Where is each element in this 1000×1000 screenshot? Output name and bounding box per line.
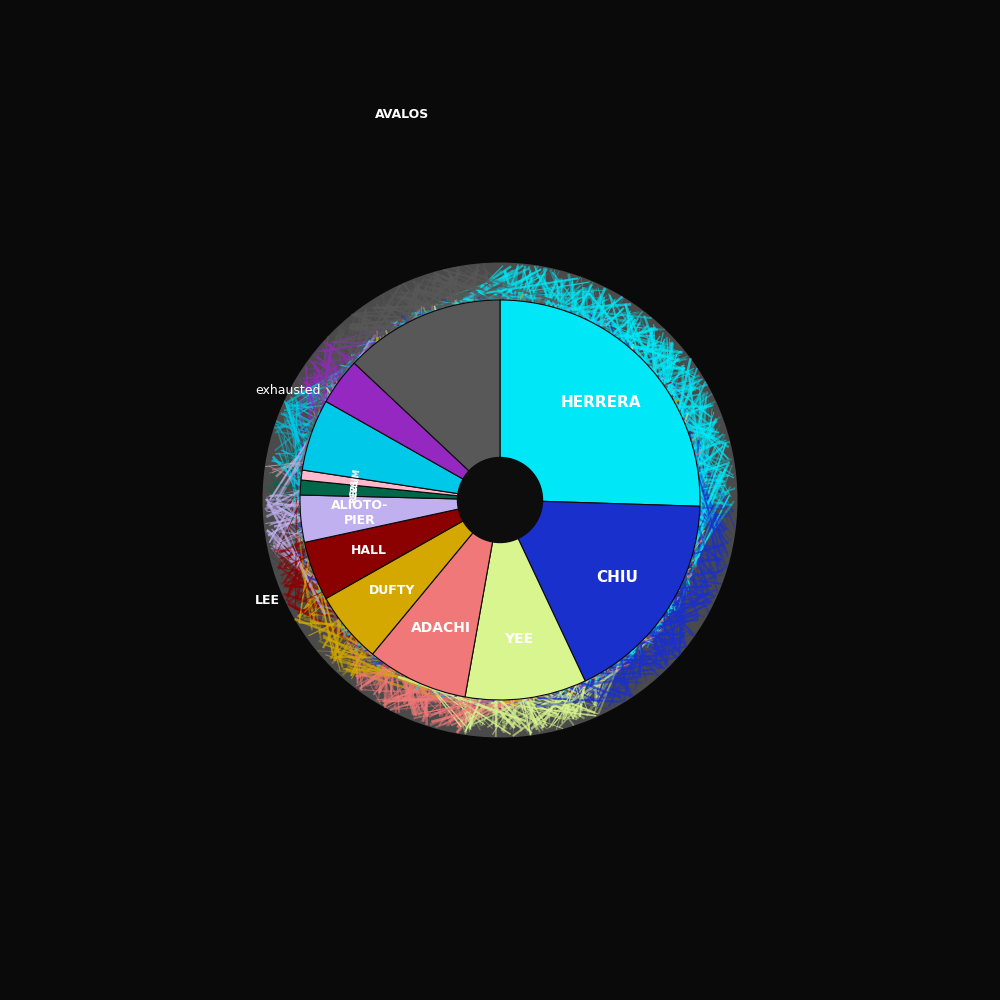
Wedge shape bbox=[302, 401, 500, 500]
Text: BAUM: BAUM bbox=[349, 467, 362, 496]
Text: LEE: LEE bbox=[255, 593, 280, 606]
Text: AVALOS: AVALOS bbox=[375, 108, 429, 121]
Wedge shape bbox=[262, 262, 738, 738]
Wedge shape bbox=[373, 500, 500, 697]
Text: CHIU: CHIU bbox=[597, 570, 638, 585]
Text: HALL: HALL bbox=[351, 544, 387, 557]
Wedge shape bbox=[500, 300, 700, 506]
Text: ALIOTO-
PIER: ALIOTO- PIER bbox=[331, 499, 389, 527]
Wedge shape bbox=[326, 363, 500, 500]
Text: ADACHI: ADACHI bbox=[411, 621, 471, 635]
Wedge shape bbox=[354, 300, 500, 500]
Text: YEE: YEE bbox=[504, 632, 533, 646]
Wedge shape bbox=[300, 495, 500, 542]
Circle shape bbox=[458, 458, 542, 542]
Wedge shape bbox=[301, 470, 500, 500]
Wedge shape bbox=[465, 500, 585, 700]
Text: HERRERA: HERRERA bbox=[561, 395, 641, 410]
Text: exhausted: exhausted bbox=[255, 383, 320, 396]
Wedge shape bbox=[326, 500, 500, 654]
Wedge shape bbox=[300, 480, 500, 500]
Text: DUFTY: DUFTY bbox=[369, 584, 415, 597]
Wedge shape bbox=[305, 500, 500, 599]
Wedge shape bbox=[500, 500, 700, 681]
Text: REES: REES bbox=[350, 479, 360, 503]
